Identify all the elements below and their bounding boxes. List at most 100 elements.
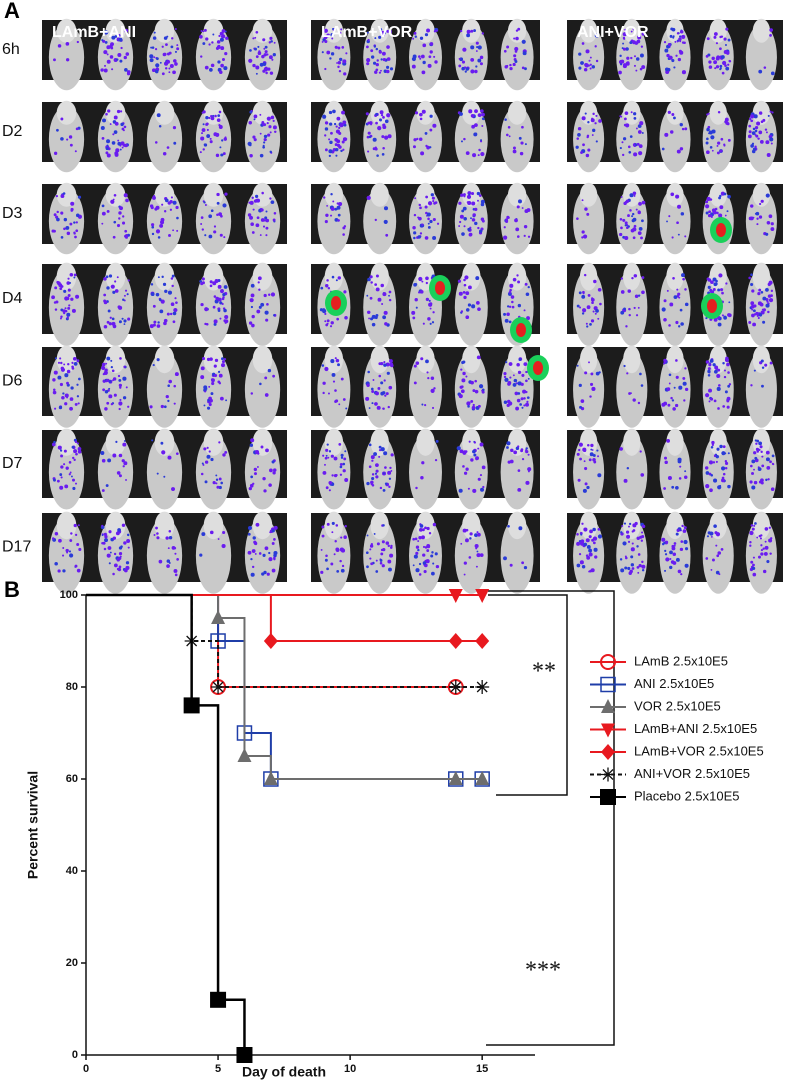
- signal: [425, 205, 428, 208]
- signal: [343, 457, 346, 460]
- signal: [586, 554, 589, 557]
- signal: [385, 483, 387, 485]
- signal: [637, 572, 639, 574]
- signal: [73, 276, 75, 278]
- signal: [66, 466, 69, 469]
- signal: [105, 363, 107, 365]
- signal: [478, 154, 480, 156]
- signal: [374, 45, 376, 47]
- signal: [78, 447, 82, 451]
- signal: [476, 531, 478, 533]
- signal: [260, 133, 262, 135]
- signal: [258, 289, 260, 291]
- signal: [629, 41, 632, 44]
- signal: [206, 455, 210, 459]
- signal: [391, 453, 394, 456]
- signal: [580, 534, 582, 536]
- signal: [58, 44, 61, 47]
- signal: [748, 321, 751, 324]
- signal: [166, 36, 168, 38]
- signal: [210, 285, 213, 288]
- signal: [415, 298, 418, 301]
- signal: [725, 462, 728, 465]
- signal: [624, 522, 626, 524]
- signal: [66, 297, 69, 300]
- signal: [595, 115, 597, 117]
- signal: [222, 29, 226, 33]
- signal: [150, 58, 154, 62]
- signal: [524, 225, 527, 228]
- signal: [338, 214, 341, 217]
- signal: [479, 384, 483, 388]
- signal: [66, 397, 68, 399]
- signal: [465, 71, 467, 73]
- signal: [253, 541, 256, 544]
- y-tick-label: 100: [60, 589, 78, 601]
- signal: [211, 392, 214, 395]
- signal: [417, 549, 419, 551]
- signal: [524, 566, 527, 569]
- signal: [642, 201, 646, 205]
- signal: [218, 35, 220, 37]
- signal: [749, 118, 751, 120]
- signal: [262, 62, 266, 66]
- signal: [414, 214, 416, 216]
- signal: [478, 478, 481, 481]
- signal: [750, 144, 754, 148]
- signal: [222, 58, 225, 61]
- signal: [70, 202, 74, 206]
- signal: [632, 398, 635, 401]
- signal: [205, 123, 208, 126]
- signal: [705, 557, 708, 560]
- signal: [210, 138, 212, 140]
- signal: [458, 225, 460, 227]
- signal: [217, 60, 220, 63]
- signal: [422, 553, 425, 556]
- signal: [710, 474, 713, 477]
- signal: [771, 222, 774, 225]
- signal: [64, 484, 68, 488]
- signal: [712, 150, 714, 152]
- signal: [524, 67, 527, 70]
- signal: [122, 443, 126, 447]
- signal: [101, 525, 103, 527]
- signal: [683, 41, 686, 44]
- signal: [326, 567, 329, 570]
- signal: [100, 451, 104, 455]
- signal: [75, 150, 77, 152]
- signal: [263, 489, 266, 492]
- signal: [676, 558, 680, 562]
- signal: [168, 201, 171, 204]
- signal: [337, 144, 340, 147]
- signal: [583, 489, 587, 493]
- signal: [769, 214, 773, 218]
- signal: [436, 30, 438, 32]
- signal: [639, 227, 643, 231]
- signal: [754, 370, 756, 372]
- signal: [465, 538, 469, 542]
- signal: [58, 569, 61, 572]
- signal: [597, 318, 599, 320]
- signal: [248, 202, 250, 204]
- signal: [173, 142, 176, 145]
- signal: [378, 127, 381, 130]
- signal: [459, 394, 463, 398]
- signal: [322, 535, 325, 538]
- signal: [250, 558, 252, 560]
- signal: [105, 113, 108, 116]
- signal: [381, 303, 383, 305]
- signal: [678, 386, 682, 390]
- signal: [710, 135, 714, 139]
- signal: [719, 205, 723, 209]
- mouse-head: [371, 512, 389, 540]
- signal: [671, 560, 675, 564]
- signal: [74, 524, 77, 527]
- signal: [386, 45, 390, 49]
- signal: [462, 48, 466, 52]
- signal: [621, 196, 623, 198]
- signal: [755, 443, 757, 445]
- signal: [419, 206, 422, 209]
- signal: [589, 552, 593, 556]
- signal: [344, 478, 348, 482]
- signal: [722, 72, 725, 75]
